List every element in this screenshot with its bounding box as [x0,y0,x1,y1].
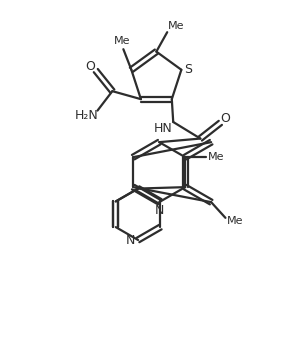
Text: N: N [155,204,164,217]
Text: Me: Me [168,21,185,31]
Text: HN: HN [154,122,172,135]
Text: Me: Me [114,36,130,46]
Text: Me: Me [208,152,224,162]
Text: Me: Me [227,216,244,226]
Text: H₂N: H₂N [75,109,98,122]
Text: S: S [184,63,192,76]
Text: N: N [125,234,135,247]
Text: O: O [86,60,96,73]
Text: O: O [220,112,230,125]
